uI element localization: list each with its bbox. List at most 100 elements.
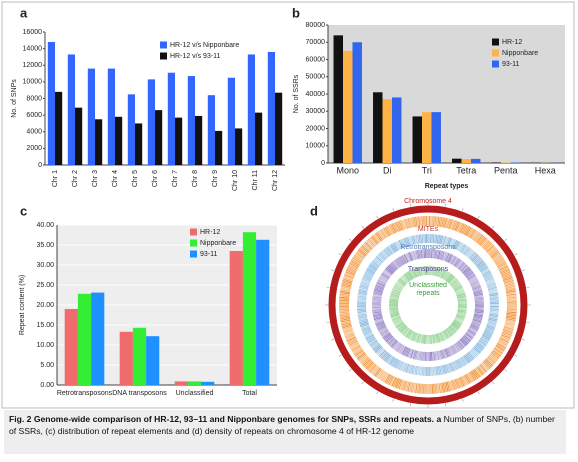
caption-panel: a <box>436 414 442 424</box>
ring-stripe <box>440 235 444 245</box>
ring-stripe <box>465 248 472 256</box>
ring-stripe <box>494 346 504 353</box>
bar <box>491 162 502 163</box>
ring-stripe <box>450 380 455 391</box>
ring-stripe <box>451 280 460 287</box>
ring-stripe <box>485 278 495 283</box>
ring-stripe <box>396 281 404 288</box>
ring-stripe <box>454 258 461 267</box>
ring-stripe <box>449 346 455 355</box>
ring-stripe <box>346 336 357 342</box>
ring-stripe <box>480 267 489 274</box>
ring-stripe <box>499 268 510 274</box>
ring-stripe <box>483 360 492 369</box>
bar <box>422 112 432 163</box>
ring-stripe <box>378 278 387 284</box>
ring-stripe <box>389 296 399 299</box>
ring-stripe <box>385 374 392 384</box>
ring-stripe <box>477 262 486 269</box>
ring-stripe <box>506 314 517 317</box>
ring-stripe <box>487 246 496 254</box>
ring-stripe <box>435 351 438 361</box>
ring-stripe <box>403 380 407 391</box>
ring-stripe <box>383 227 389 237</box>
ring-stripe <box>485 358 494 367</box>
ring-stripe <box>357 312 367 315</box>
legend-label: 93-11 <box>200 251 217 258</box>
ring-stripe <box>404 273 411 281</box>
ring-tick <box>361 225 364 229</box>
ring-tick <box>526 286 530 288</box>
ring-stripe <box>404 363 409 373</box>
ring-stripe <box>446 273 453 282</box>
ring-stripe <box>483 274 493 280</box>
ring-stripe <box>439 217 443 228</box>
ring-stripe <box>367 337 376 344</box>
ring-stripe <box>393 286 402 292</box>
ring-stripe <box>465 373 472 384</box>
ring-stripe <box>403 219 407 230</box>
ring-stripe <box>445 273 452 281</box>
ring-stripe <box>415 350 419 360</box>
ring-stripe <box>463 225 469 235</box>
panel-label: d <box>310 203 318 218</box>
ring-stripe <box>355 351 365 358</box>
ring-stripe <box>385 267 394 275</box>
bar <box>55 91 63 165</box>
ring-stripe <box>389 263 397 271</box>
ring-stripe <box>358 354 367 362</box>
ring-stripe <box>341 322 352 326</box>
ring-stripe <box>393 318 402 324</box>
ring-stripe <box>375 284 385 289</box>
ring-stripe <box>353 254 363 262</box>
ring-stripe <box>395 321 404 328</box>
ring-stripe <box>423 351 426 361</box>
ring-stripe <box>431 234 433 244</box>
bar <box>127 94 135 165</box>
ring-stripe <box>445 364 449 374</box>
ring-stripe <box>398 239 404 249</box>
ring-stripe <box>486 281 496 286</box>
ring-stripe <box>455 290 465 295</box>
ring-stripe <box>483 273 492 278</box>
y-tick-label: 10000 <box>23 79 43 86</box>
ring-stripe <box>349 261 360 268</box>
x-axis-label: Repeat types <box>425 183 469 190</box>
ring-stripe <box>438 250 442 260</box>
ring-stripe <box>478 340 487 346</box>
ring-stripe <box>434 366 436 376</box>
ring-stripe <box>392 317 402 323</box>
ring-stripe <box>452 344 458 353</box>
legend-swatch <box>190 250 197 258</box>
ring-stripe <box>414 268 419 277</box>
ring-stripe <box>356 352 366 359</box>
ring-stripe <box>393 342 400 350</box>
ring-stripe <box>436 249 440 259</box>
ring-stripe <box>481 269 490 275</box>
ring-stripe <box>454 285 463 291</box>
bar <box>167 72 175 165</box>
ring-stripe <box>364 271 374 277</box>
bar <box>207 95 215 165</box>
ring-stripe <box>373 289 383 294</box>
ring-stripe <box>389 311 399 314</box>
ring-stripe <box>485 327 495 332</box>
caption-text: Number of SNPs, (b) number of SSRs, (c) … <box>9 414 555 436</box>
ring-stripe <box>441 382 444 393</box>
ring-stripe <box>377 279 387 285</box>
ring-stripe <box>383 353 390 361</box>
ring-stripe <box>436 351 440 361</box>
ring-stripe <box>446 274 454 283</box>
ring-stripe <box>369 264 378 270</box>
ring-stripe <box>470 323 480 328</box>
ring-stripe <box>399 345 405 354</box>
ring-stripe <box>489 354 498 362</box>
ring-stripe <box>443 382 447 393</box>
ring-tick <box>392 208 395 212</box>
ring-stripe <box>489 295 499 298</box>
bar <box>227 77 235 165</box>
ring-stripe <box>452 257 458 266</box>
ring-stripe <box>381 250 388 259</box>
ring-stripe <box>501 334 511 339</box>
ring-stripe <box>457 299 467 302</box>
